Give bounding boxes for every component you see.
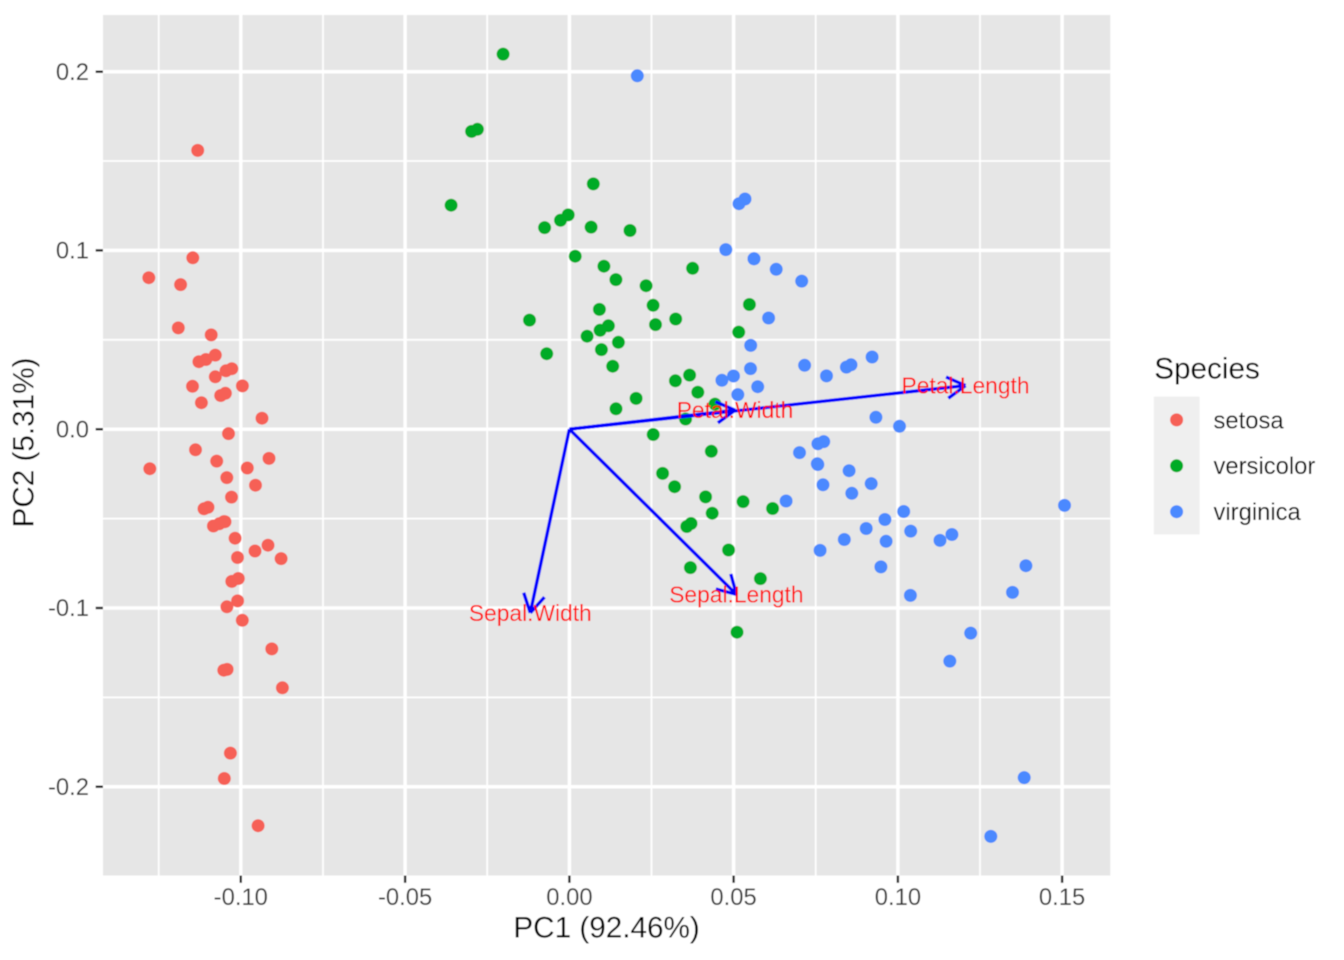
svg-text:-0.05: -0.05 (378, 884, 432, 911)
svg-text:-0.10: -0.10 (214, 884, 268, 911)
svg-text:PC1 (92.46%): PC1 (92.46%) (513, 912, 699, 945)
svg-text:virginica: virginica (1214, 499, 1302, 526)
svg-text:0.00: 0.00 (546, 884, 592, 911)
svg-text:0.10: 0.10 (875, 884, 921, 911)
svg-text:Species: Species (1154, 353, 1260, 386)
svg-text:-0.1: -0.1 (48, 595, 89, 622)
svg-text:setosa: setosa (1214, 407, 1285, 434)
svg-text:PC2 (5.31%): PC2 (5.31%) (7, 358, 40, 528)
svg-text:Sepal.Width: Sepal.Width (469, 600, 592, 626)
svg-text:0.2: 0.2 (56, 59, 89, 86)
svg-text:Sepal.Length: Sepal.Length (669, 581, 803, 607)
svg-text:0.0: 0.0 (56, 416, 89, 443)
svg-text:Petal.Width: Petal.Width (677, 397, 794, 423)
svg-text:0.15: 0.15 (1039, 884, 1085, 911)
svg-text:versicolor: versicolor (1214, 453, 1316, 480)
svg-text:0.1: 0.1 (56, 238, 89, 265)
svg-text:-0.2: -0.2 (48, 774, 89, 801)
svg-text:Petal.Length: Petal.Length (901, 373, 1029, 399)
svg-text:0.05: 0.05 (710, 884, 756, 911)
